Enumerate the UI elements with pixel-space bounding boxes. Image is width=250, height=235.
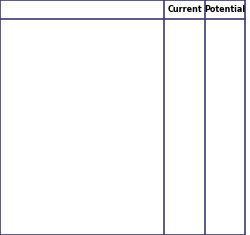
Bar (2, 171, 121, 196)
Text: F: F (4, 178, 11, 188)
Text: 45: 45 (180, 153, 193, 163)
Text: Potential: Potential (205, 5, 246, 14)
Text: C: C (4, 101, 11, 111)
Text: 92-100: 92-100 (26, 51, 52, 58)
Text: 55-68: 55-68 (47, 129, 68, 135)
Text: D: D (3, 127, 12, 137)
Text: 69-80: 69-80 (41, 103, 62, 109)
Text: G: G (3, 204, 12, 214)
Polygon shape (202, 95, 243, 117)
Text: B: B (3, 75, 11, 85)
Text: 21-38: 21-38 (54, 180, 75, 186)
Bar (2, 68, 82, 93)
Text: 81-91: 81-91 (34, 77, 56, 83)
Text: A: A (3, 50, 11, 59)
Text: Not energy efficient - higher running costs: Not energy efficient - higher running co… (3, 226, 128, 231)
Text: 1-20: 1-20 (56, 206, 72, 212)
Polygon shape (162, 147, 203, 168)
Text: 39-54: 39-54 (54, 155, 75, 161)
Text: Current: Current (168, 5, 202, 14)
Text: Very energy efficient - lower running costs: Very energy efficient - lower running co… (3, 22, 128, 27)
Text: E: E (4, 153, 11, 163)
Bar (2, 145, 121, 170)
Bar (2, 197, 121, 222)
Bar (2, 42, 70, 67)
Bar (2, 119, 108, 144)
Bar (2, 94, 96, 119)
Text: 75: 75 (220, 101, 234, 111)
